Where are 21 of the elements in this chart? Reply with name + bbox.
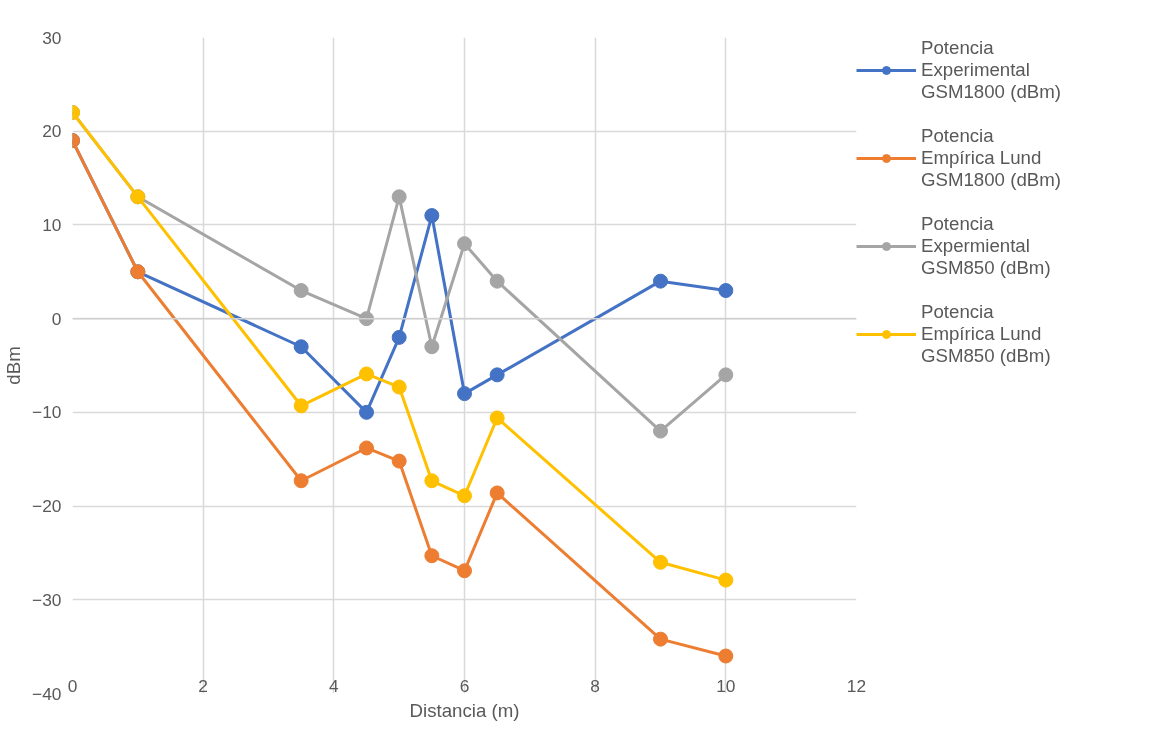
legend-label: Potencia Empírica Lund GSM850 (dBm) xyxy=(921,301,1051,367)
y-tick-label: −30 xyxy=(32,589,62,610)
legend-label: Potencia Expermiental GSM850 (dBm) xyxy=(921,213,1051,279)
x-tick-label: 0 xyxy=(67,675,78,696)
y-tick-label: −10 xyxy=(32,402,62,423)
x-tick-label: 4 xyxy=(329,675,340,696)
x-tick-label: 2 xyxy=(198,675,208,696)
x-axis-title: Distancia (m) xyxy=(409,699,520,721)
x-tick-label: 6 xyxy=(459,675,470,696)
x-tick-label: 10 xyxy=(716,675,736,696)
y-tick-label: 20 xyxy=(42,121,62,142)
y-axis-title: dBm xyxy=(3,346,25,385)
x-tick-label: 8 xyxy=(590,675,600,696)
y-tick-label: −40 xyxy=(32,683,62,704)
x-tick-label: 12 xyxy=(846,675,867,696)
legend-label: Potencia Experimental GSM1800 (dBm) xyxy=(921,37,1061,103)
y-tick-label: 30 xyxy=(42,27,62,48)
y-tick-label: 0 xyxy=(51,308,62,329)
legend-label: Potencia Empírica Lund GSM1800 (dBm) xyxy=(921,125,1061,191)
y-tick-label: −20 xyxy=(32,496,62,517)
y-tick-label: 10 xyxy=(42,214,62,235)
